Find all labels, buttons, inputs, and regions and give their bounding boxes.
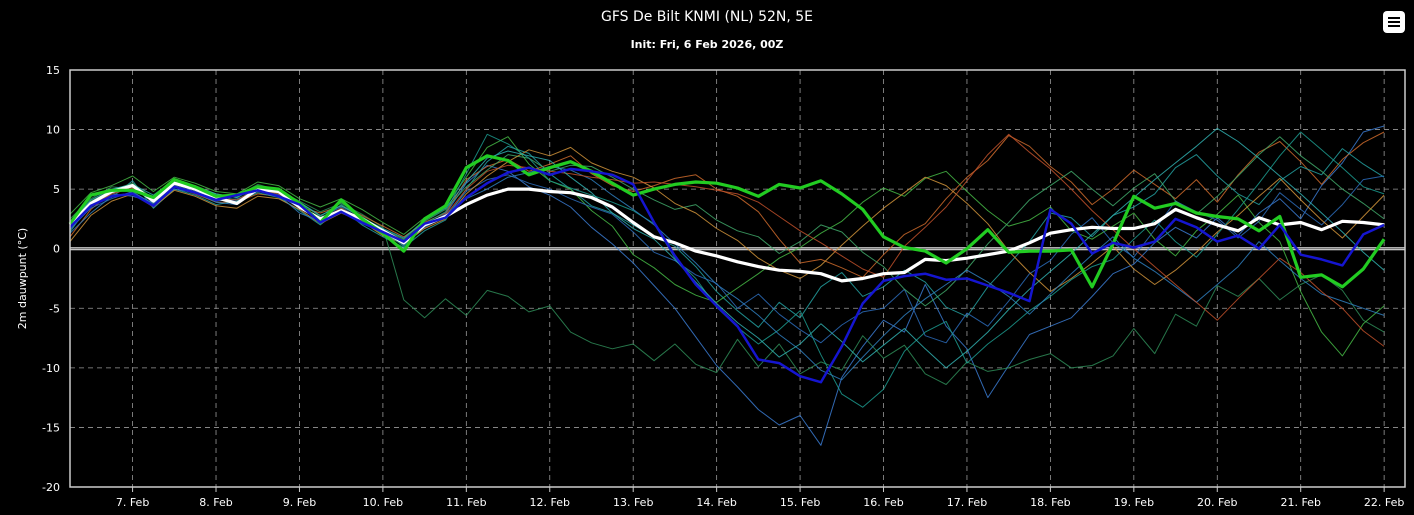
- chart-axes: 15 10 5 0 -5 -10 -15 -20 7. Feb 8. Feb 9. Feb 10. F…: [16, 64, 1406, 509]
- x-tick-label: 17. Feb: [947, 496, 987, 509]
- y-tick-label: 10: [46, 124, 60, 137]
- x-tick-label: 20. Feb: [1197, 496, 1237, 509]
- y-tick-label: 0: [53, 243, 60, 256]
- x-tick-label: 13. Feb: [613, 496, 653, 509]
- y-tick-label: 15: [46, 64, 60, 77]
- series-line-11: [69, 131, 1385, 408]
- series-line-9: [69, 136, 1385, 307]
- x-tick-label: 7. Feb: [116, 496, 149, 509]
- x-tick-label: 22. Feb: [1364, 496, 1404, 509]
- x-tick-label: 12. Feb: [530, 496, 570, 509]
- hamburger-menu-icon[interactable]: [1383, 11, 1405, 33]
- chart-title: GFS De Bilt KNMI (NL) 52N, 5E: [600, 9, 814, 25]
- x-tick-label: 18. Feb: [1030, 496, 1070, 509]
- series-line-3: [69, 125, 1385, 446]
- chart-subtitle: Init: Fri, 6 Feb 2026, 00Z: [630, 38, 784, 51]
- x-tick-label: 11. Feb: [446, 496, 486, 509]
- series-layer: [68, 125, 1386, 446]
- series-line-1: [68, 154, 1386, 289]
- y-tick-label: -20: [42, 481, 60, 494]
- y-tick-label: -15: [42, 421, 60, 434]
- y-tick-label: -10: [42, 362, 60, 375]
- series-line-2: [69, 166, 1385, 384]
- chart-grid: [70, 69, 1405, 488]
- x-tick-label: 10. Feb: [363, 496, 403, 509]
- y-axis-label: 2m dauwpunt (°C): [16, 228, 29, 329]
- series-line-12: [69, 166, 1385, 381]
- x-tick-label: 21. Feb: [1280, 496, 1320, 509]
- x-tick-label: 16. Feb: [863, 496, 903, 509]
- y-tick-label: 5: [53, 183, 60, 196]
- x-tick-label: 9. Feb: [283, 496, 316, 509]
- x-tick-label: 15. Feb: [780, 496, 820, 509]
- series-line-7: [69, 136, 1385, 357]
- y-tick-label: -5: [49, 302, 60, 315]
- plot-border: [69, 69, 1406, 488]
- series-line-10: [69, 146, 1385, 293]
- x-tick-label: 8. Feb: [199, 496, 232, 509]
- x-tick-label: 14. Feb: [696, 496, 736, 509]
- x-tick-label: 19. Feb: [1114, 496, 1154, 509]
- series-line-6: [69, 145, 1385, 328]
